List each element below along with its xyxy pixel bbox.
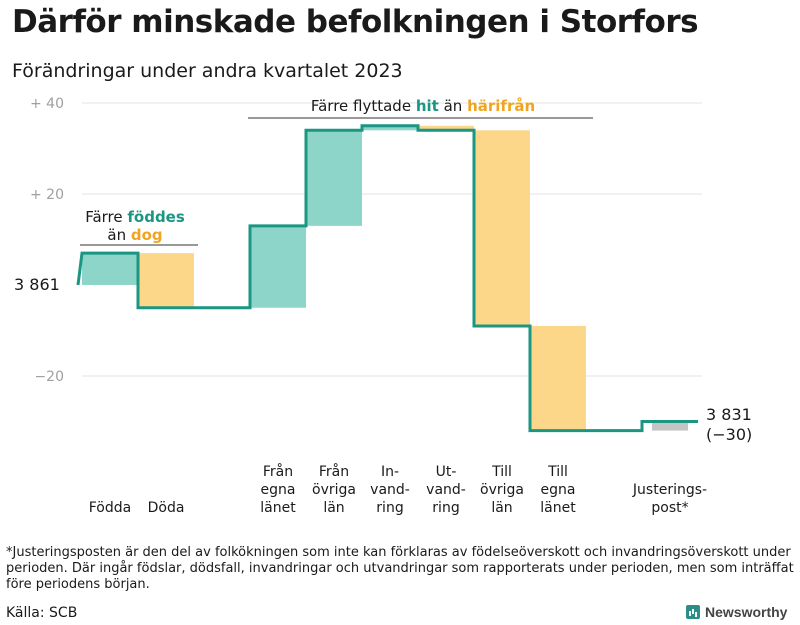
waterfall-bar [474,130,530,326]
source-note: Källa: SCB [6,605,78,621]
waterfall-bar [652,421,688,431]
x-category-label: egna [541,482,576,498]
x-category-label: länet [260,500,296,516]
x-category-label: post* [651,500,688,516]
x-category-label: Födda [89,500,131,516]
y-tick-label: −20 [34,369,64,385]
y-tick-label: + 40 [30,96,64,112]
bar-chart-icon [686,605,700,619]
x-category-label: övriga [312,482,356,498]
x-category-label: ring [376,500,403,516]
start-value-label: 3 861 [14,275,60,294]
waterfall-bar [138,253,194,308]
x-category-label: Till [491,464,512,480]
waterfall-bar [530,325,586,431]
migration-annotation: Färre flyttade hit än härifrån [311,97,535,115]
waterfall-bar [250,225,306,308]
x-category-label: ring [432,500,459,516]
x-category-label: vand- [370,482,410,498]
waterfall-bar [362,125,418,131]
chart-subtitle: Förändringar under andra kvartalet 2023 [12,60,403,82]
x-category-label: Ut- [436,464,457,480]
step-line [76,124,698,433]
x-category-label: Från [319,463,349,480]
births-annotation-line1: Färre föddes [85,208,185,226]
waterfall-bar [418,125,474,131]
x-category-label: län [323,500,344,516]
x-category-label: övriga [480,482,524,498]
births-annotation-line2: än dog [107,226,162,244]
end-value-label: 3 831 [706,405,752,424]
x-category-label: Till [547,464,568,480]
x-category-label: Justerings- [632,482,707,498]
chart-title: Därför minskade befolkningen i Storfors [12,4,699,40]
footnote: *Justeringsposten är den del av folkökni… [6,545,794,592]
x-category-label: egna [261,482,296,498]
x-category-label: vand- [426,482,466,498]
brand-name: Newsworthy [705,604,788,620]
x-category-label: länet [540,500,576,516]
x-category-label: Döda [148,500,185,516]
x-category-label: Från [263,463,293,480]
brand-logo: Newsworthy [686,604,787,620]
x-category-label: län [491,500,512,516]
x-category-label: In- [381,464,399,480]
y-tick-label: + 20 [30,187,64,203]
waterfall-bar [306,130,362,226]
waterfall-bar [82,253,138,285]
waterfall-chart: + 40 + 20 −20 3 861 3 831(−30) Födda Döda Från e… [14,96,752,516]
end-change-label: (−30) [706,425,752,444]
